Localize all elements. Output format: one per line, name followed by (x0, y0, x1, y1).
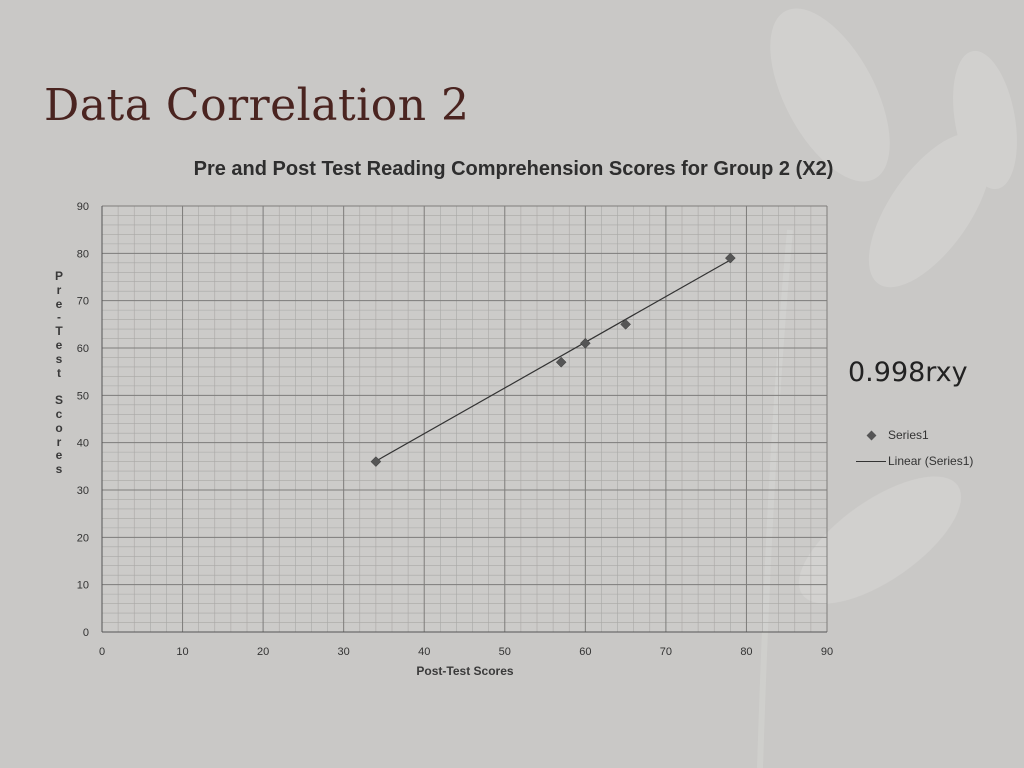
y-axis-label-char: P (54, 269, 63, 283)
x-tick-label: 60 (579, 646, 591, 658)
y-tick-label: 90 (77, 201, 89, 213)
y-tick-label: 50 (77, 390, 89, 402)
y-tick-label: 30 (77, 485, 89, 497)
legend-item-trendline: Linear (Series1) (856, 448, 973, 474)
diamond-marker-icon (856, 430, 886, 440)
y-axis-label-char: S (54, 393, 63, 408)
chart-title: Pre and Post Test Reading Comprehension … (193, 158, 834, 180)
y-axis-label-char: c (55, 406, 63, 421)
y-axis-label-char: e (55, 448, 63, 463)
x-tick-label: 20 (257, 646, 269, 658)
y-axis-label-char: s (55, 351, 63, 366)
y-tick-label: 0 (83, 627, 89, 639)
y-axis-label-char: s (55, 462, 63, 477)
x-axis-label: Post-Test Scores (416, 664, 514, 678)
legend-label-trendline: Linear (Series1) (888, 454, 974, 468)
y-axis-label-char: r (56, 282, 62, 297)
data-point (620, 318, 631, 330)
legend-label-series1: Series1 (888, 428, 929, 442)
y-tick-label: 10 (77, 580, 89, 592)
y-tick-label: 60 (77, 343, 89, 355)
y-axis-label-char (57, 380, 60, 394)
y-tick-label: 40 (77, 438, 89, 450)
x-tick-label: 10 (176, 646, 188, 658)
x-tick-label: 40 (418, 646, 430, 658)
plot-area (102, 206, 827, 632)
line-marker-icon (856, 460, 886, 462)
correlation-value: 0.998rxy (848, 357, 968, 388)
y-axis-label-char: e (55, 296, 63, 311)
data-point (555, 356, 567, 368)
x-tick-label: 70 (660, 646, 672, 658)
y-axis-label-char: e (55, 337, 63, 352)
y-tick-label: 70 (77, 296, 89, 308)
x-tick-label: 80 (740, 646, 752, 658)
chart-legend: Series1 Linear (Series1) (856, 422, 973, 474)
y-axis-label-char: t (57, 365, 61, 380)
x-tick-label: 0 (99, 646, 105, 658)
x-tick-label: 30 (338, 646, 350, 658)
data-point (724, 252, 736, 264)
y-axis-label-char: - (57, 310, 61, 325)
slide-title: Data Correlation 2 (44, 80, 470, 131)
y-axis-label-char: o (55, 420, 63, 435)
y-axis-label-char: T (55, 324, 63, 339)
x-tick-label: 50 (499, 646, 511, 658)
legend-item-series1: Series1 (856, 422, 973, 448)
x-tick-label: 90 (821, 646, 833, 658)
data-point (579, 337, 591, 349)
y-tick-label: 20 (77, 532, 89, 544)
y-axis-label-char: r (56, 434, 62, 449)
data-point (370, 456, 382, 467)
y-tick-label: 80 (77, 248, 89, 260)
trendline (375, 259, 731, 462)
